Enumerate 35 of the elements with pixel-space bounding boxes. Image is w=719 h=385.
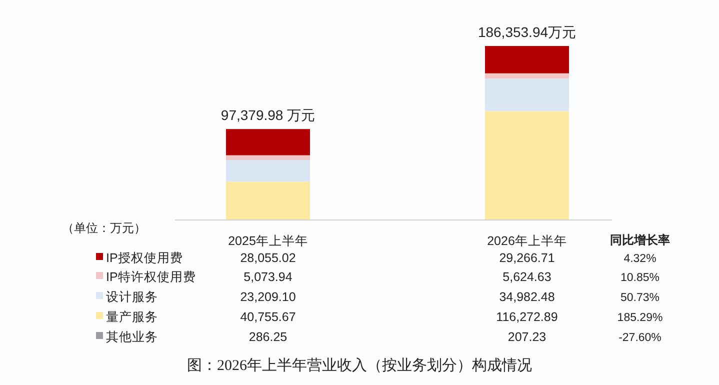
legend-label: 其他业务 xyxy=(106,330,158,344)
bar xyxy=(226,182,310,220)
data-label: 40,755.67 xyxy=(240,310,296,324)
data-label: 23,209.10 xyxy=(240,290,296,304)
data-label: 5,073.94 xyxy=(244,270,292,284)
legend-label: IP授权使用费 xyxy=(106,251,183,265)
y-axis-title: （单位：万元） xyxy=(62,221,146,235)
x-tick-label: 2025年上半年 xyxy=(228,234,308,248)
data-label: 116,272.89 xyxy=(496,310,558,324)
text: 185.29% xyxy=(617,312,663,324)
bar xyxy=(485,78,569,112)
data-label: 29,266.71 xyxy=(499,251,555,265)
text: 10.85% xyxy=(620,272,660,284)
data-label: 28,055.02 xyxy=(240,251,296,265)
data-label: 34,982.48 xyxy=(499,290,555,304)
text: 图：2026年上半年营业收入（按业务划分）构成情况 xyxy=(187,357,532,374)
bar xyxy=(226,155,310,160)
text: 同比增长率 xyxy=(610,233,670,247)
x-tick-label: 2026年上半年 xyxy=(487,234,567,248)
bar xyxy=(485,46,569,74)
bar xyxy=(485,111,569,220)
legend-label: IP特许权使用费 xyxy=(106,270,196,284)
data-label: 207.23 xyxy=(508,330,546,344)
text: 50.73% xyxy=(620,292,660,304)
total-label: 97,379.98 万元 xyxy=(220,107,316,124)
bar xyxy=(485,73,569,79)
text: 4.32% xyxy=(624,253,656,265)
data-label: 5,624.63 xyxy=(502,270,552,284)
legend-label: 设计服务 xyxy=(106,290,158,304)
data-label: 286.25 xyxy=(248,330,288,344)
text: -27.60% xyxy=(618,332,662,344)
bar xyxy=(226,160,310,182)
total-label: 186,353.94万元 xyxy=(478,24,576,40)
bar xyxy=(226,129,310,156)
legend-label: 量产服务 xyxy=(106,310,158,324)
